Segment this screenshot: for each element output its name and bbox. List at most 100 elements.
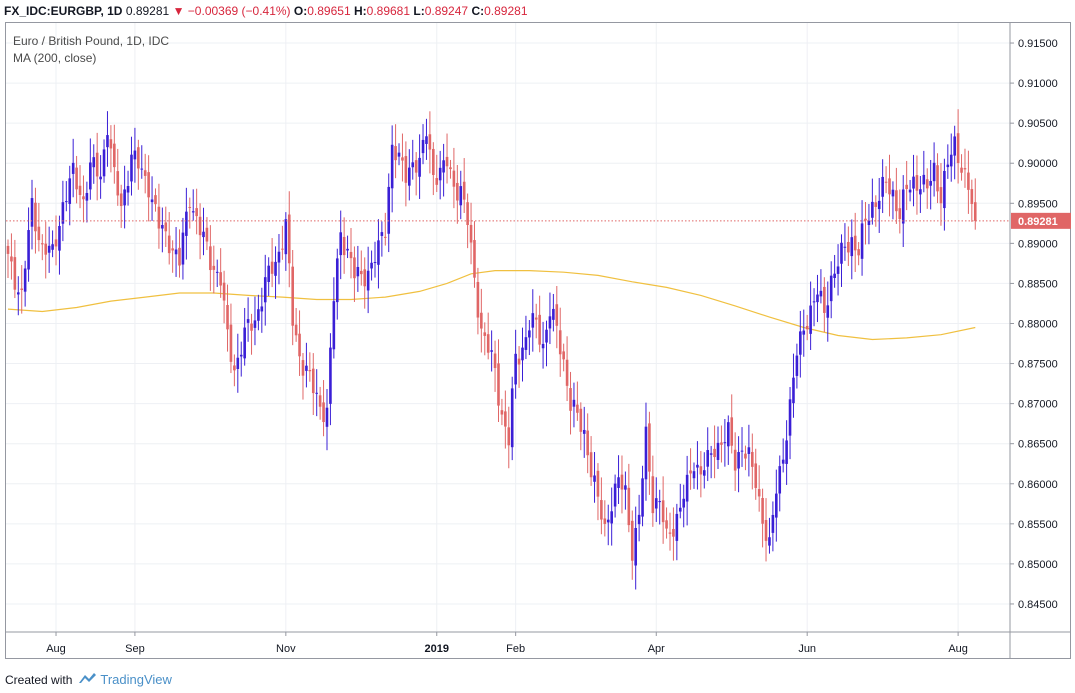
candle: [229, 303, 233, 374]
candle-body: [421, 139, 425, 154]
candle-body: [109, 139, 113, 149]
candle-body: [329, 347, 332, 404]
candle-body: [147, 172, 150, 198]
candle: [123, 165, 126, 229]
candle-body: [47, 245, 51, 253]
open-value: 0.89651: [307, 4, 351, 18]
candle-body: [723, 442, 727, 444]
candle-body: [867, 220, 871, 225]
chart-legend: Euro / British Pound, 1D, IDC MA (200, c…: [13, 33, 169, 67]
candle: [874, 195, 878, 227]
candle: [747, 424, 751, 477]
candle: [476, 267, 480, 335]
candle-body: [305, 365, 308, 371]
candle-body: [301, 360, 305, 376]
series-title[interactable]: Euro / British Pound, 1D, IDC: [13, 34, 170, 48]
candle: [514, 329, 517, 399]
candle-body: [78, 185, 82, 195]
candle: [895, 167, 898, 224]
candle-body: [287, 214, 291, 264]
candle: [390, 125, 394, 213]
candle-body: [308, 370, 312, 372]
low-label: L:: [413, 4, 425, 18]
candle: [116, 148, 120, 206]
candle-body: [809, 305, 812, 334]
candle: [658, 489, 661, 525]
candle-body: [356, 266, 360, 277]
open-label: O:: [293, 4, 308, 18]
candle: [308, 352, 312, 382]
candle: [411, 139, 415, 180]
candle-body: [901, 189, 905, 224]
candle: [287, 191, 291, 288]
candle: [850, 219, 854, 280]
candle-body: [654, 498, 658, 509]
candle-body: [586, 430, 589, 456]
candle: [877, 177, 881, 233]
candle-body: [675, 513, 679, 541]
candle: [706, 427, 710, 482]
candle-body: [685, 474, 689, 502]
candle: [888, 154, 891, 217]
indicator-label[interactable]: MA (200, close): [13, 51, 97, 65]
candle: [250, 313, 253, 355]
candle: [819, 269, 823, 304]
candle: [627, 463, 631, 533]
candle-body: [967, 172, 970, 190]
candle-body: [10, 256, 13, 262]
candle: [829, 261, 833, 319]
candle: [751, 433, 754, 490]
y-tick-label: 0.91000: [1018, 78, 1058, 90]
candle: [528, 320, 531, 356]
footer-credit[interactable]: Created with TradingView: [5, 671, 172, 688]
candle-body: [524, 337, 528, 350]
candle-body: [442, 160, 445, 173]
candle: [548, 292, 552, 345]
candle: [953, 125, 956, 180]
tradingview-brand[interactable]: TradingView: [100, 672, 172, 687]
candle-body: [41, 243, 44, 245]
candle: [384, 212, 387, 246]
candle-body: [823, 286, 826, 313]
candle: [44, 221, 48, 279]
last-price-layer: 0.89281: [6, 212, 1071, 229]
y-tick-label: 0.87000: [1018, 399, 1058, 411]
candle: [349, 227, 353, 279]
candle-body: [905, 184, 908, 190]
candle-body: [847, 241, 850, 253]
candle: [89, 138, 92, 200]
candle-body: [185, 211, 188, 236]
candle-body: [363, 269, 367, 287]
candle-body: [497, 363, 500, 406]
candle-body: [593, 475, 596, 482]
candle-body: [274, 261, 277, 276]
candle-body: [106, 135, 109, 148]
candle-body: [569, 388, 572, 411]
candle-body: [428, 134, 432, 150]
candle: [325, 389, 329, 451]
candle: [157, 183, 161, 249]
candle-body: [699, 466, 703, 475]
candle: [970, 179, 974, 222]
candle-body: [627, 487, 631, 526]
candle: [370, 250, 373, 281]
candle-body: [404, 156, 408, 183]
candle: [167, 212, 171, 265]
candle: [6, 239, 10, 278]
candle-body: [483, 332, 487, 336]
candle: [634, 506, 637, 590]
candle-body: [298, 333, 301, 357]
candle-body: [260, 306, 264, 312]
last-price-tag: [1011, 212, 1071, 229]
candle-body: [222, 282, 226, 301]
candle-body: [510, 388, 514, 448]
candle-body: [58, 225, 61, 251]
candle-body: [696, 464, 699, 468]
symbol-label[interactable]: FX_IDC:EURGBP, 1D: [4, 4, 123, 18]
candle: [569, 371, 572, 435]
candle: [219, 248, 222, 298]
candle: [359, 250, 363, 286]
candle-body: [668, 532, 672, 534]
candle-body: [394, 146, 397, 161]
